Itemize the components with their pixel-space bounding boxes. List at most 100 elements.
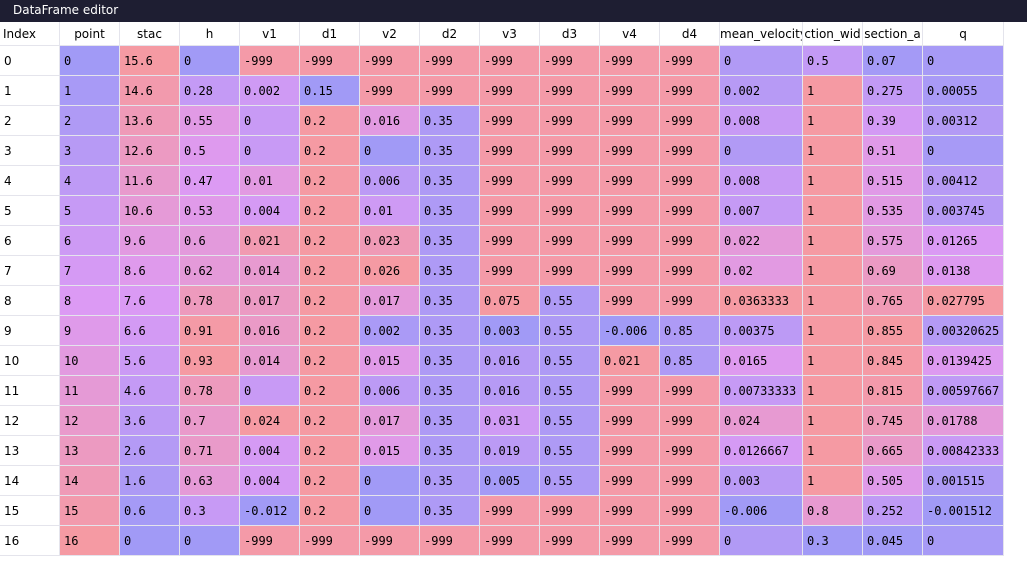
row-index[interactable]: 0	[0, 46, 60, 76]
table-cell-stac[interactable]: 15.6	[120, 46, 180, 76]
table-cell-section_a[interactable]: 0.69	[863, 256, 923, 286]
table-cell-d3[interactable]: 0.55	[540, 436, 600, 466]
table-cell-h[interactable]: 0.47	[180, 166, 240, 196]
table-cell-v1[interactable]: 0	[240, 136, 300, 166]
table-cell-stac[interactable]: 11.6	[120, 166, 180, 196]
table-cell-v4[interactable]: -999	[600, 136, 660, 166]
table-cell-d1[interactable]: 0.2	[300, 316, 360, 346]
row-index[interactable]: 4	[0, 166, 60, 196]
table-cell-stac[interactable]: 3.6	[120, 406, 180, 436]
table-cell-ction_wid[interactable]: 0.8	[803, 496, 863, 526]
table-cell-point[interactable]: 10	[60, 346, 120, 376]
table-cell-v1[interactable]: 0.014	[240, 256, 300, 286]
table-cell-v1[interactable]: -999	[240, 526, 300, 556]
table-cell-v2[interactable]: 0.01	[360, 196, 420, 226]
table-cell-v2[interactable]: 0.023	[360, 226, 420, 256]
table-cell-v3[interactable]: -999	[480, 196, 540, 226]
table-cell-mean_velocity[interactable]: 0.007	[720, 196, 803, 226]
column-header-section_a[interactable]: section_a	[863, 22, 923, 46]
table-cell-point[interactable]: 2	[60, 106, 120, 136]
table-cell-ction_wid[interactable]: 0.5	[803, 46, 863, 76]
table-cell-d3[interactable]: 0.55	[540, 286, 600, 316]
table-cell-v2[interactable]: -999	[360, 46, 420, 76]
table-cell-d1[interactable]: 0.2	[300, 136, 360, 166]
table-cell-v2[interactable]: 0	[360, 466, 420, 496]
table-cell-v4[interactable]: -999	[600, 436, 660, 466]
table-cell-d3[interactable]: -999	[540, 106, 600, 136]
table-cell-h[interactable]: 0.63	[180, 466, 240, 496]
row-index[interactable]: 12	[0, 406, 60, 436]
table-cell-d4[interactable]: -999	[660, 76, 720, 106]
table-cell-q[interactable]: 0.00055	[923, 76, 1004, 106]
table-cell-h[interactable]: 0.28	[180, 76, 240, 106]
row-index[interactable]: 16	[0, 526, 60, 556]
table-cell-point[interactable]: 11	[60, 376, 120, 406]
table-cell-mean_velocity[interactable]: 0	[720, 46, 803, 76]
table-cell-v3[interactable]: -999	[480, 166, 540, 196]
row-index[interactable]: 11	[0, 376, 60, 406]
table-cell-v4[interactable]: -999	[600, 226, 660, 256]
table-cell-v3[interactable]: 0.031	[480, 406, 540, 436]
table-cell-stac[interactable]: 5.6	[120, 346, 180, 376]
table-cell-d3[interactable]: 0.55	[540, 376, 600, 406]
table-cell-q[interactable]: 0	[923, 136, 1004, 166]
table-cell-v4[interactable]: -999	[600, 256, 660, 286]
table-cell-d2[interactable]: 0.35	[420, 166, 480, 196]
table-cell-h[interactable]: 0.3	[180, 496, 240, 526]
table-cell-v3[interactable]: 0.019	[480, 436, 540, 466]
table-cell-point[interactable]: 6	[60, 226, 120, 256]
table-cell-point[interactable]: 9	[60, 316, 120, 346]
column-header-v3[interactable]: v3	[480, 22, 540, 46]
table-cell-section_a[interactable]: 0.39	[863, 106, 923, 136]
table-cell-d2[interactable]: 0.35	[420, 436, 480, 466]
column-header-d4[interactable]: d4	[660, 22, 720, 46]
table-cell-d2[interactable]: -999	[420, 46, 480, 76]
table-cell-d1[interactable]: -999	[300, 526, 360, 556]
table-cell-stac[interactable]: 8.6	[120, 256, 180, 286]
column-header-point[interactable]: point	[60, 22, 120, 46]
table-cell-ction_wid[interactable]: 1	[803, 106, 863, 136]
table-cell-v1[interactable]: -999	[240, 46, 300, 76]
table-cell-v3[interactable]: -999	[480, 496, 540, 526]
table-cell-v1[interactable]: 0.016	[240, 316, 300, 346]
table-cell-point[interactable]: 5	[60, 196, 120, 226]
column-header-h[interactable]: h	[180, 22, 240, 46]
table-cell-h[interactable]: 0.71	[180, 436, 240, 466]
table-cell-d3[interactable]: -999	[540, 136, 600, 166]
table-cell-h[interactable]: 0.93	[180, 346, 240, 376]
table-cell-v3[interactable]: -999	[480, 526, 540, 556]
table-cell-v2[interactable]: 0	[360, 496, 420, 526]
table-cell-v2[interactable]: 0.015	[360, 436, 420, 466]
table-cell-mean_velocity[interactable]: 0.0165	[720, 346, 803, 376]
table-cell-v2[interactable]: 0.016	[360, 106, 420, 136]
table-cell-v1[interactable]: 0.017	[240, 286, 300, 316]
row-index[interactable]: 8	[0, 286, 60, 316]
table-cell-d3[interactable]: -999	[540, 166, 600, 196]
table-cell-stac[interactable]: 6.6	[120, 316, 180, 346]
table-cell-stac[interactable]: 13.6	[120, 106, 180, 136]
table-cell-section_a[interactable]: 0.51	[863, 136, 923, 166]
table-cell-d4[interactable]: -999	[660, 436, 720, 466]
table-cell-section_a[interactable]: 0.505	[863, 466, 923, 496]
table-cell-section_a[interactable]: 0.765	[863, 286, 923, 316]
table-cell-q[interactable]: 0.00412	[923, 166, 1004, 196]
table-cell-v1[interactable]: 0.021	[240, 226, 300, 256]
table-cell-v3[interactable]: -999	[480, 136, 540, 166]
table-cell-v1[interactable]: 0	[240, 376, 300, 406]
table-cell-h[interactable]: 0	[180, 526, 240, 556]
table-cell-section_a[interactable]: 0.275	[863, 76, 923, 106]
table-cell-ction_wid[interactable]: 0.3	[803, 526, 863, 556]
table-cell-stac[interactable]: 2.6	[120, 436, 180, 466]
table-cell-ction_wid[interactable]: 1	[803, 226, 863, 256]
table-cell-v4[interactable]: -999	[600, 166, 660, 196]
table-cell-ction_wid[interactable]: 1	[803, 346, 863, 376]
table-cell-d4[interactable]: -999	[660, 106, 720, 136]
table-cell-mean_velocity[interactable]: 0.0126667	[720, 436, 803, 466]
dataframe-table[interactable]: Index point stac h v1 d1 v2 d2 v3 d3 v4 d4 mean_velo…	[0, 22, 1004, 556]
column-header-mean_velocity[interactable]: mean_velocity	[720, 22, 803, 46]
table-cell-v1[interactable]: 0.004	[240, 196, 300, 226]
row-index[interactable]: 1	[0, 76, 60, 106]
table-cell-section_a[interactable]: 0.665	[863, 436, 923, 466]
table-cell-q[interactable]: 0.003745	[923, 196, 1004, 226]
table-cell-d4[interactable]: -999	[660, 256, 720, 286]
